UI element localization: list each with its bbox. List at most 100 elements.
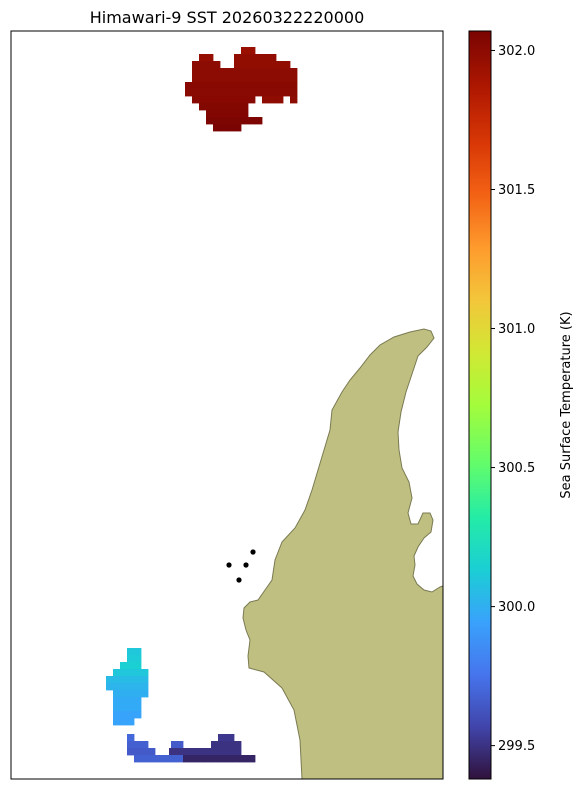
sst-cell (206, 96, 214, 104)
sst-cell (127, 690, 135, 698)
sst-cell (225, 748, 233, 756)
sst-cell (220, 75, 228, 83)
sst-cell (220, 96, 228, 104)
sst-cell (239, 748, 242, 756)
sst-cell (141, 683, 149, 691)
sst-cell (213, 117, 221, 125)
sst-cell (255, 117, 263, 125)
sst-cell (227, 68, 235, 76)
sst-cell (241, 54, 249, 62)
sst-cell (206, 117, 214, 125)
sst-cell (227, 117, 235, 125)
sst-cell (234, 117, 242, 125)
colorbar-tick-label: 301.5 (498, 183, 535, 198)
sst-cell (283, 75, 291, 83)
sst-cell (232, 741, 240, 749)
sst-cell (134, 755, 142, 763)
sst-cell (120, 669, 128, 677)
sst-cell (211, 748, 219, 756)
sst-cell (213, 75, 221, 83)
colorbar-ticks: 299.5 300.0 300.5 301.0 301.5 302.0 (491, 44, 535, 754)
sst-cell (248, 117, 256, 125)
chart-title: Himawari-9 SST 20260322220000 (90, 8, 365, 27)
sst-patch-south (127, 734, 256, 763)
sst-cell (204, 755, 212, 763)
sst-cell (183, 748, 191, 756)
sst-cell (276, 82, 284, 90)
colorbar-label: Sea Surface Temperature (K) (559, 311, 574, 498)
sst-cell (213, 61, 221, 69)
sst-cell (220, 124, 228, 132)
sst-cell (120, 662, 128, 670)
sst-cell (171, 741, 179, 749)
sst-cell (248, 96, 256, 104)
sst-cell (220, 82, 228, 90)
sst-cell (234, 89, 242, 97)
sst-cell (283, 68, 291, 76)
sst-cell (106, 683, 114, 691)
sst-cell (190, 748, 198, 756)
sst-cell (213, 110, 221, 118)
sst-cell (199, 96, 207, 104)
sst-cell (255, 68, 263, 76)
sst-cell (120, 683, 128, 691)
sst-cell (234, 54, 242, 62)
sst-cell (262, 96, 270, 104)
sst-cell (220, 117, 228, 125)
sst-cell (262, 82, 270, 90)
sst-cell (192, 89, 200, 97)
sst-cell (206, 54, 214, 62)
sst-cell (206, 75, 214, 83)
colorbar-tick-label: 300.5 (498, 461, 535, 476)
sst-cell (162, 755, 170, 763)
station-marker (250, 549, 256, 555)
sst-cell (134, 697, 142, 705)
sst-cell (192, 82, 200, 90)
sst-cell (248, 47, 256, 55)
sst-cell (262, 75, 270, 83)
sst-cell (255, 82, 263, 90)
sst-cell (113, 676, 121, 684)
sst-cell (255, 61, 263, 69)
sst-cell (190, 755, 198, 763)
sst-cell (134, 669, 142, 677)
sst-cell (113, 690, 121, 698)
sst-cell (276, 89, 284, 97)
sst-cell (148, 755, 156, 763)
sst-cell (199, 75, 207, 83)
sst-cell (225, 734, 233, 742)
sst-cell (248, 68, 256, 76)
sst-cell (206, 103, 214, 111)
sst-cell (127, 704, 135, 712)
sst-cell (169, 755, 177, 763)
sst-cell (218, 741, 226, 749)
sst-cell (253, 755, 256, 763)
sst-cell (262, 54, 270, 62)
sst-cell (120, 704, 128, 712)
sst-cell (127, 741, 135, 749)
sst-cell (290, 89, 298, 97)
sst-cell (127, 734, 135, 742)
sst-cell (213, 68, 221, 76)
sst-cell (127, 662, 135, 670)
sst-cell (134, 662, 142, 670)
sst-cell (218, 734, 226, 742)
sst-cell (220, 103, 228, 111)
sst-cell (141, 748, 149, 756)
sst-cell (241, 61, 249, 69)
sst-cell (192, 96, 200, 104)
sst-cell (276, 61, 284, 69)
sst-cell (234, 103, 242, 111)
sst-cell (246, 755, 254, 763)
sst-cell (183, 755, 191, 763)
colorbar: 299.5 300.0 300.5 301.0 301.5 302.0 Sea Surfa… (468, 30, 574, 780)
sst-cell (255, 54, 263, 62)
sst-cell (113, 669, 121, 677)
sst-cell (169, 748, 177, 756)
sst-cell (234, 96, 242, 104)
sst-cell (241, 47, 249, 55)
sst-cell (290, 82, 298, 90)
sst-cell (232, 748, 240, 756)
sst-cell (185, 89, 193, 97)
sst-cell (176, 755, 184, 763)
